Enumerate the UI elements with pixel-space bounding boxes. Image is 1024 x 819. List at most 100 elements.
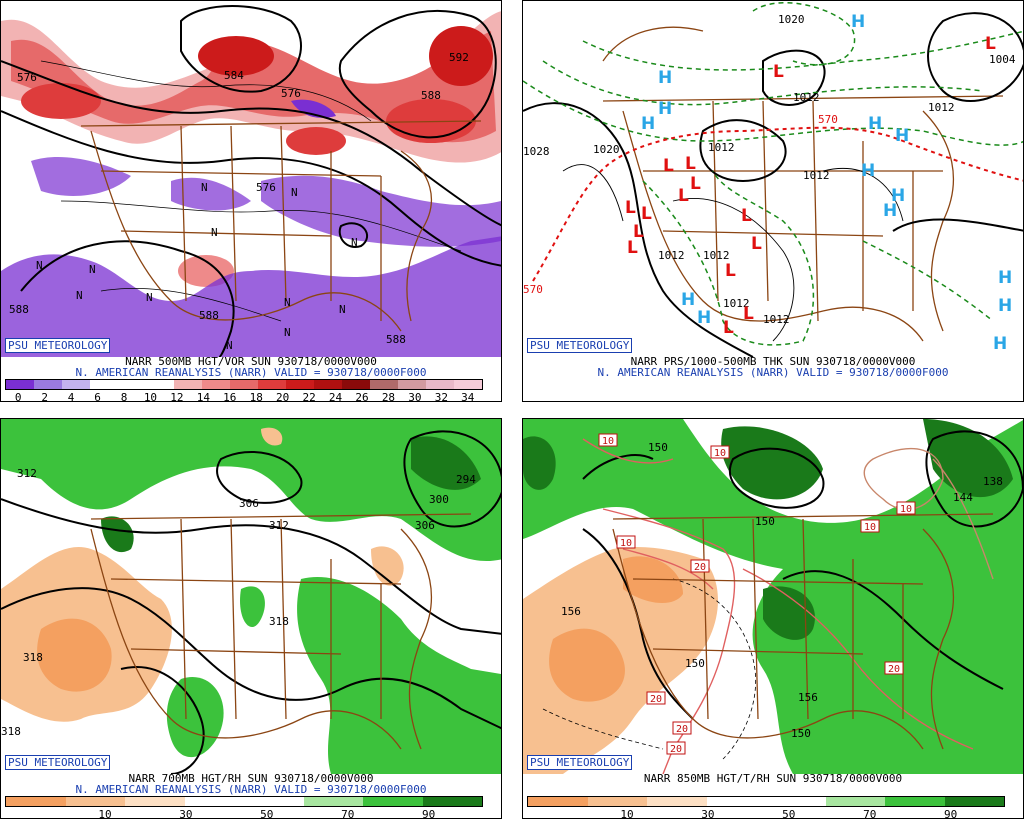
low-pressure-marker: L: [723, 318, 734, 338]
isobar-label: 1012: [793, 91, 820, 104]
color-scale-swatch: [146, 380, 174, 389]
vort-max-label: N: [146, 291, 153, 304]
caption-line1: NARR 700MB HGT/RH SUN 930718/0000V000: [128, 772, 374, 785]
color-scale-tick-label: 4: [67, 391, 75, 402]
color-scale-tick-label: 50: [782, 808, 796, 819]
caption-line1: NARR 850MB HGT/T/RH SUN 930718/0000V000: [643, 772, 903, 785]
color-scale-swatch: [647, 797, 707, 806]
temp-label: 20: [690, 559, 710, 573]
low-pressure-marker: L: [773, 62, 784, 82]
contour-label: 150: [648, 441, 668, 454]
svg-text:10: 10: [864, 522, 876, 533]
high-pressure-marker: H: [998, 268, 1012, 288]
color-scale-tick-label: 26: [355, 391, 369, 402]
color-scale-swatch: [202, 380, 230, 389]
color-scale-tick-label: 24: [328, 391, 343, 402]
panel-500mb-vorticity: 576 584 576 592 588 576 588 588 588 N N …: [0, 0, 502, 402]
temp-label: 10: [598, 433, 618, 447]
rh-moist-zone: [1, 419, 501, 561]
color-scale-tick-label: 90: [944, 808, 958, 819]
caption-line2: N. AMERICAN REANALYSIS (NARR) VALID = 93…: [597, 366, 949, 379]
low-pressure-marker: L: [743, 304, 754, 324]
color-scale-tick-label: 70: [863, 808, 877, 819]
svg-text:10: 10: [900, 504, 912, 515]
color-scale-tick-label: 2: [41, 391, 48, 402]
low-pressure-marker: L: [751, 234, 762, 254]
color-scale-swatch: [118, 380, 146, 389]
color-scale-tick-label: 10: [98, 808, 112, 819]
color-scale-tick-label: 90: [422, 808, 436, 819]
map-700mb: 312 306 312 300 294 306 318 318 318: [1, 419, 501, 774]
vort-max-label: N: [89, 263, 96, 276]
psu-badge: PSU METEOROLOGY: [527, 338, 633, 353]
color-scale-tick-label: 34: [461, 391, 475, 402]
contour-label: 588: [421, 89, 441, 102]
isobar-label: 1012: [708, 141, 735, 154]
color-scale-tick-label: 50: [260, 808, 274, 819]
temp-label: 20: [672, 721, 692, 735]
isobar-label: 1028: [523, 145, 550, 158]
svg-text:10: 10: [620, 538, 632, 549]
temp-label: 10: [896, 501, 916, 515]
contour-label: 588: [386, 333, 406, 346]
caption-line2: N. AMERICAN REANALYSIS (NARR) VALID = 93…: [75, 783, 427, 796]
isobar-label: 1012: [723, 297, 750, 310]
color-scale-bar: [5, 796, 483, 807]
caption-line1: NARR PRS/1000-500MB THK SUN 930718/0000V…: [630, 355, 916, 368]
color-scale-swatch: [363, 797, 423, 806]
contour-label: 300: [429, 493, 449, 506]
color-scale-swatch: [342, 380, 370, 389]
contour-label: 150: [685, 657, 705, 670]
contour-label: 306: [239, 497, 259, 510]
isobar-label: 1020: [593, 143, 620, 156]
contour-label: 584: [224, 69, 244, 82]
vort-max-label: N: [339, 303, 346, 316]
color-scale-swatch: [587, 797, 647, 806]
low-pressure-marker: L: [633, 222, 644, 242]
high-pressure-marker: H: [697, 308, 711, 328]
high-pressure-marker: H: [883, 201, 897, 221]
contour-label: 588: [9, 303, 29, 316]
low-pressure-marker: L: [985, 34, 996, 54]
svg-text:20: 20: [888, 664, 900, 675]
temp-label: 10: [710, 445, 730, 459]
svg-text:20: 20: [670, 744, 682, 755]
high-pressure-marker: H: [851, 12, 865, 32]
map-surface: 1020 1028 1020 1012 1012 1012 1012 1012 …: [523, 1, 1023, 357]
high-pressure-marker: H: [641, 114, 655, 134]
panel-surface-pressure-thickness: 1020 1028 1020 1012 1012 1012 1012 1012 …: [522, 0, 1024, 402]
color-scale-tick-label: 30: [701, 808, 715, 819]
color-scale-tick-label: 0: [14, 391, 22, 402]
isobar-label: 1012: [703, 249, 730, 262]
contour-label: 150: [755, 515, 775, 528]
map-500mb: 576 584 576 592 588 576 588 588 588 N N …: [1, 1, 501, 357]
panel-700mb-rh: 312 306 312 300 294 306 318 318 318 PSU …: [0, 418, 502, 819]
vort-max-label: N: [284, 326, 291, 339]
contour-label: 312: [17, 467, 37, 480]
contour-label: 576: [281, 87, 301, 100]
isobar-label: 1012: [928, 101, 955, 114]
map-850mb: 150 150 156 150 156 138 144 150 10 10 10…: [523, 419, 1023, 774]
color-scale-tick-label: 6: [94, 391, 101, 402]
color-scale-tick-label: 22: [302, 391, 316, 402]
color-scale-tick-label: 10: [620, 808, 634, 819]
contour-label: 318: [1, 725, 21, 738]
high-pressure-marker: H: [681, 290, 695, 310]
color-scale-swatch: [825, 797, 885, 806]
color-scale-bar: [527, 796, 1005, 807]
high-pressure-marker: H: [895, 126, 909, 146]
color-scale-labels: 10 30 50 70 90: [527, 808, 1003, 819]
svg-text:10: 10: [602, 436, 614, 447]
contour-label: 592: [449, 51, 469, 64]
high-pressure-marker: H: [861, 161, 875, 181]
psu-badge: PSU METEOROLOGY: [5, 338, 111, 353]
color-scale-tick-label: 18: [249, 391, 263, 402]
isobar-label: 1004: [989, 53, 1016, 66]
thickness-label: 570: [818, 113, 838, 126]
color-scale-tick-label: 20: [276, 391, 290, 402]
low-pressure-marker: L: [678, 186, 689, 206]
color-scale-swatch: [125, 797, 185, 806]
low-pressure-marker: L: [690, 174, 701, 194]
color-scale-tick-label: 14: [196, 391, 210, 402]
low-pressure-marker: L: [741, 206, 752, 226]
